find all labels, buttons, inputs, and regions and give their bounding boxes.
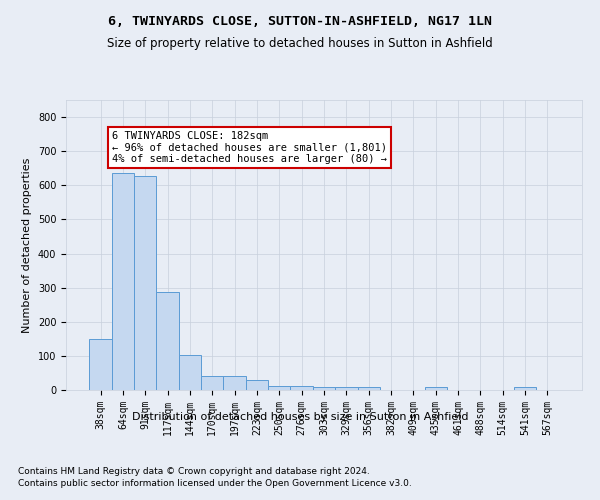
Bar — [514, 388, 536, 390]
Bar — [89, 339, 112, 390]
Text: Contains public sector information licensed under the Open Government Licence v3: Contains public sector information licen… — [18, 479, 412, 488]
Bar — [223, 376, 246, 390]
Bar — [134, 176, 157, 390]
Bar — [179, 355, 201, 390]
Bar — [201, 376, 223, 390]
Text: Distribution of detached houses by size in Sutton in Ashfield: Distribution of detached houses by size … — [132, 412, 468, 422]
Bar — [335, 386, 358, 390]
Text: Contains HM Land Registry data © Crown copyright and database right 2024.: Contains HM Land Registry data © Crown c… — [18, 468, 370, 476]
Bar — [268, 386, 290, 390]
Bar — [313, 386, 335, 390]
Text: 6, TWINYARDS CLOSE, SUTTON-IN-ASHFIELD, NG17 1LN: 6, TWINYARDS CLOSE, SUTTON-IN-ASHFIELD, … — [108, 15, 492, 28]
Text: Size of property relative to detached houses in Sutton in Ashfield: Size of property relative to detached ho… — [107, 38, 493, 51]
Bar — [358, 386, 380, 390]
Text: 6 TWINYARDS CLOSE: 182sqm
← 96% of detached houses are smaller (1,801)
4% of sem: 6 TWINYARDS CLOSE: 182sqm ← 96% of detac… — [112, 130, 387, 164]
Bar — [246, 380, 268, 390]
Bar — [290, 386, 313, 390]
Bar — [425, 388, 447, 390]
Y-axis label: Number of detached properties: Number of detached properties — [22, 158, 32, 332]
Bar — [112, 174, 134, 390]
Bar — [157, 292, 179, 390]
